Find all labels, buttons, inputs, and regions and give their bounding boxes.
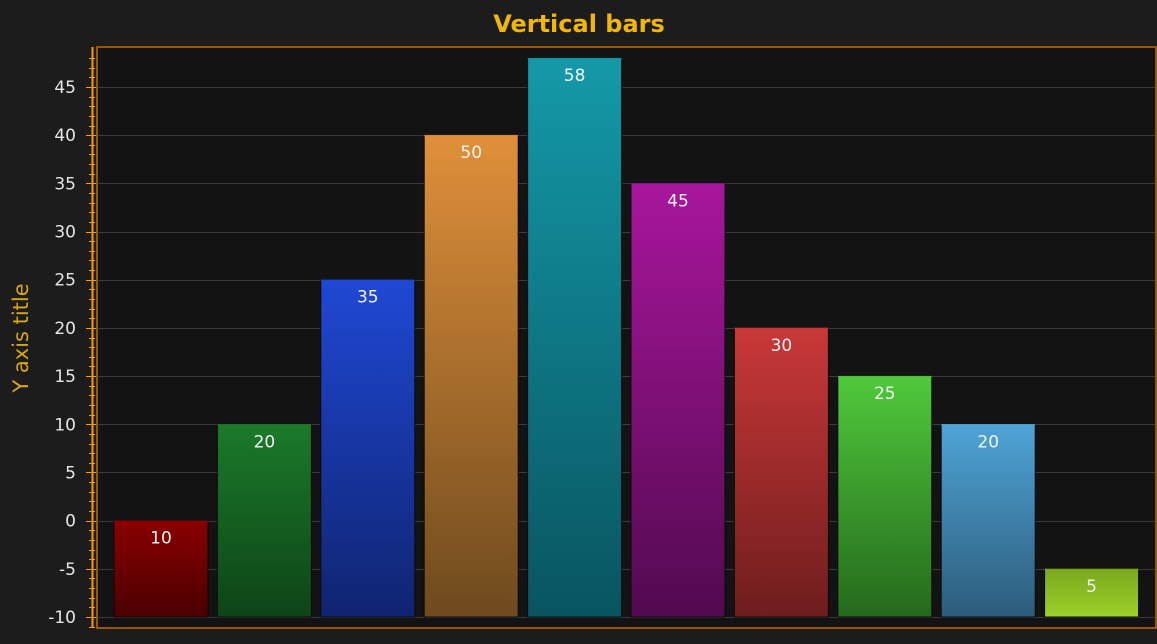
chart-title: Vertical bars xyxy=(493,10,665,38)
y-tick-label: 10 xyxy=(54,415,76,435)
bar xyxy=(940,423,1036,618)
data-labels: 10 20 35 50 58 45 30 25 20 5 xyxy=(150,66,1097,597)
bars xyxy=(113,57,1140,618)
y-tick-label: -5 xyxy=(59,560,76,580)
y-tick-label: 5 xyxy=(65,463,76,483)
y-axis xyxy=(86,47,96,628)
bar xyxy=(527,57,623,618)
data-label: 58 xyxy=(564,66,586,86)
bar xyxy=(320,279,416,618)
data-label: 10 xyxy=(150,529,172,549)
bar xyxy=(630,182,726,618)
bar xyxy=(113,520,209,618)
data-label: 20 xyxy=(977,432,999,452)
data-label: 20 xyxy=(254,432,276,452)
data-label: 25 xyxy=(874,384,896,404)
data-label: 35 xyxy=(357,288,379,308)
y-tick-label: 25 xyxy=(54,271,76,291)
bar xyxy=(837,375,933,618)
bar xyxy=(216,423,312,618)
y-tick-label: 40 xyxy=(54,126,76,146)
y-tick-label: -10 xyxy=(48,608,76,628)
y-tick-label: 20 xyxy=(54,319,76,339)
y-tick-labels: -10 -5 0 5 10 15 20 25 30 35 40 45 xyxy=(48,78,76,628)
data-label: 30 xyxy=(771,336,793,356)
y-tick-label: 45 xyxy=(54,78,76,98)
y-tick-label: 30 xyxy=(54,223,76,243)
data-label: 50 xyxy=(460,143,482,163)
bar xyxy=(423,134,519,618)
bar xyxy=(733,327,829,618)
data-label: 5 xyxy=(1086,577,1097,597)
y-axis-title: Y axis title xyxy=(9,283,33,393)
y-tick-label: 0 xyxy=(65,512,76,532)
data-label: 45 xyxy=(667,191,689,211)
y-tick-label: 35 xyxy=(54,174,76,194)
y-tick-label: 15 xyxy=(54,367,76,387)
